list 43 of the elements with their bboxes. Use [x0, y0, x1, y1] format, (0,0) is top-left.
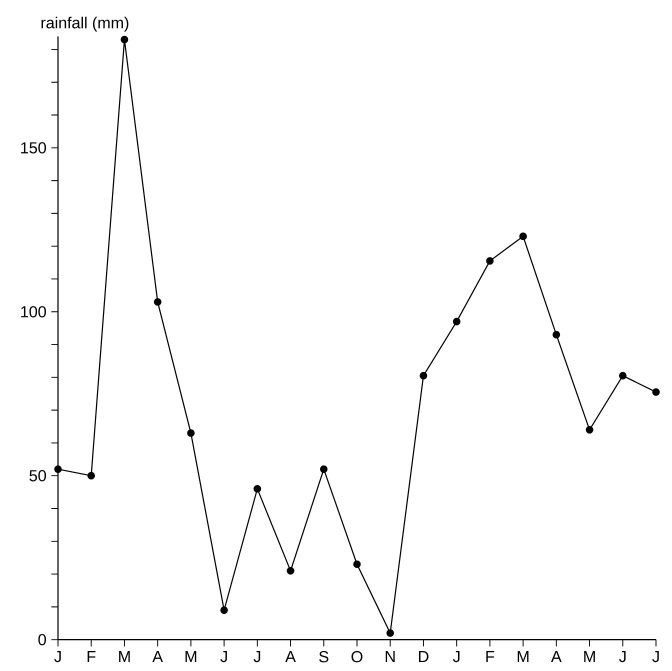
x-tick-label: M — [119, 651, 130, 662]
x-tick-label: A — [152, 651, 163, 662]
point — [618, 372, 627, 380]
y-tick-label: 150 — [21, 142, 46, 154]
x-tick-label: F — [88, 651, 96, 662]
y-tick-label: 100 — [21, 306, 46, 318]
x-tick-label: J — [254, 651, 260, 662]
y-tick-label: 0 — [38, 634, 46, 646]
x-tick-label: M — [584, 651, 595, 662]
point — [652, 388, 660, 396]
point — [187, 429, 195, 438]
y-axis-title: rainfall (mm) — [42, 16, 128, 32]
point — [452, 318, 460, 326]
x-tick-label: J — [54, 651, 61, 662]
x-tick-label: J — [652, 651, 659, 662]
point — [120, 36, 128, 44]
point — [386, 629, 394, 638]
point — [320, 466, 328, 474]
point — [54, 466, 62, 474]
point — [220, 606, 228, 614]
x-tick-label: J — [452, 651, 460, 662]
x-tick-label: N — [386, 651, 395, 662]
x-tick-label: D — [418, 651, 428, 662]
point — [586, 426, 594, 434]
point — [552, 331, 560, 339]
point — [353, 560, 361, 568]
x-tick-label: M — [186, 651, 196, 662]
point — [254, 485, 262, 493]
x-tick-label: S — [319, 651, 328, 663]
y-tick-label: 50 — [29, 470, 46, 482]
x-tick-label: A — [551, 651, 562, 662]
point — [286, 567, 294, 575]
point — [519, 232, 527, 240]
x-tick-label: A — [285, 651, 296, 662]
x-tick-label: M — [518, 651, 528, 662]
point — [420, 372, 428, 380]
point — [87, 472, 96, 480]
point — [154, 298, 162, 306]
point — [486, 257, 494, 265]
x-tick-label: J — [220, 651, 227, 662]
x-tick-label: J — [619, 651, 626, 662]
x-tick-label: O — [352, 651, 362, 663]
x-tick-label: F — [486, 651, 494, 662]
